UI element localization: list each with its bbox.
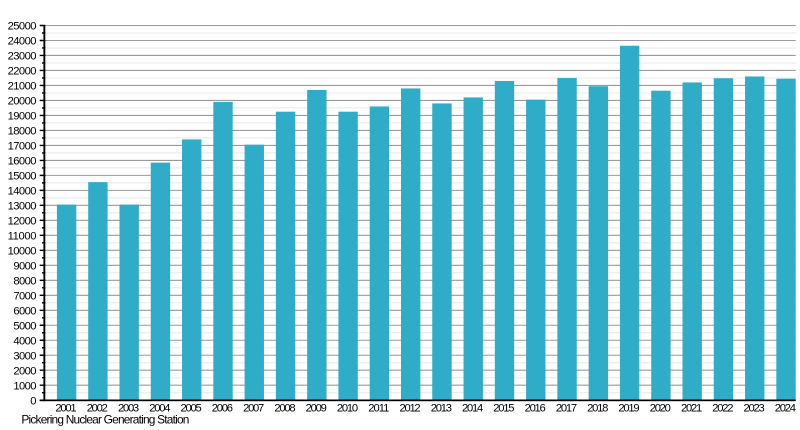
svg-text:25000: 25000 — [8, 21, 37, 33]
svg-text:4000: 4000 — [13, 335, 36, 347]
svg-text:2003: 2003 — [118, 403, 139, 415]
svg-text:2005: 2005 — [181, 403, 202, 415]
svg-text:2022: 2022 — [712, 403, 733, 415]
svg-text:17000: 17000 — [8, 141, 37, 153]
svg-text:2021: 2021 — [681, 403, 702, 415]
svg-text:16000: 16000 — [8, 156, 37, 168]
svg-text:2014: 2014 — [462, 403, 483, 415]
svg-text:9000: 9000 — [13, 261, 36, 273]
svg-text:14000: 14000 — [8, 186, 37, 198]
svg-text:10000: 10000 — [8, 246, 37, 258]
svg-text:2015: 2015 — [493, 403, 514, 415]
svg-text:6000: 6000 — [13, 305, 36, 317]
svg-text:2009: 2009 — [306, 403, 327, 415]
svg-text:12000: 12000 — [8, 216, 37, 228]
svg-text:24000: 24000 — [8, 36, 37, 48]
svg-text:23000: 23000 — [8, 51, 37, 63]
svg-text:2024: 2024 — [775, 403, 796, 415]
svg-text:2010: 2010 — [337, 403, 358, 415]
svg-text:2004: 2004 — [149, 403, 170, 415]
svg-text:18000: 18000 — [8, 126, 37, 138]
svg-text:2017: 2017 — [556, 403, 577, 415]
svg-text:2000: 2000 — [13, 365, 36, 377]
svg-text:Pickering Nuclear Generating S: Pickering Nuclear Generating Station — [21, 413, 189, 427]
svg-text:2006: 2006 — [212, 403, 233, 415]
svg-text:20000: 20000 — [8, 96, 37, 108]
svg-text:15000: 15000 — [8, 171, 37, 183]
svg-text:2016: 2016 — [525, 403, 546, 415]
svg-text:2012: 2012 — [399, 403, 420, 415]
svg-text:2019: 2019 — [618, 403, 639, 415]
svg-text:22000: 22000 — [8, 66, 37, 78]
svg-text:2001: 2001 — [55, 403, 76, 415]
svg-text:11000: 11000 — [8, 231, 37, 243]
svg-text:13000: 13000 — [8, 201, 37, 213]
svg-text:1000: 1000 — [13, 380, 36, 392]
svg-text:19000: 19000 — [8, 111, 37, 123]
svg-text:2002: 2002 — [87, 403, 108, 415]
svg-text:8000: 8000 — [13, 276, 36, 288]
svg-text:2007: 2007 — [243, 403, 264, 415]
svg-text:3000: 3000 — [13, 350, 36, 362]
svg-text:7000: 7000 — [13, 290, 36, 302]
svg-text:2008: 2008 — [274, 403, 295, 415]
svg-text:5000: 5000 — [13, 320, 36, 332]
svg-text:21000: 21000 — [8, 81, 37, 93]
svg-text:2020: 2020 — [650, 403, 671, 415]
svg-text:2023: 2023 — [744, 403, 765, 415]
svg-text:0: 0 — [30, 395, 36, 407]
svg-text:2013: 2013 — [431, 403, 452, 415]
svg-text:2018: 2018 — [587, 403, 608, 415]
svg-text:2011: 2011 — [368, 403, 389, 415]
